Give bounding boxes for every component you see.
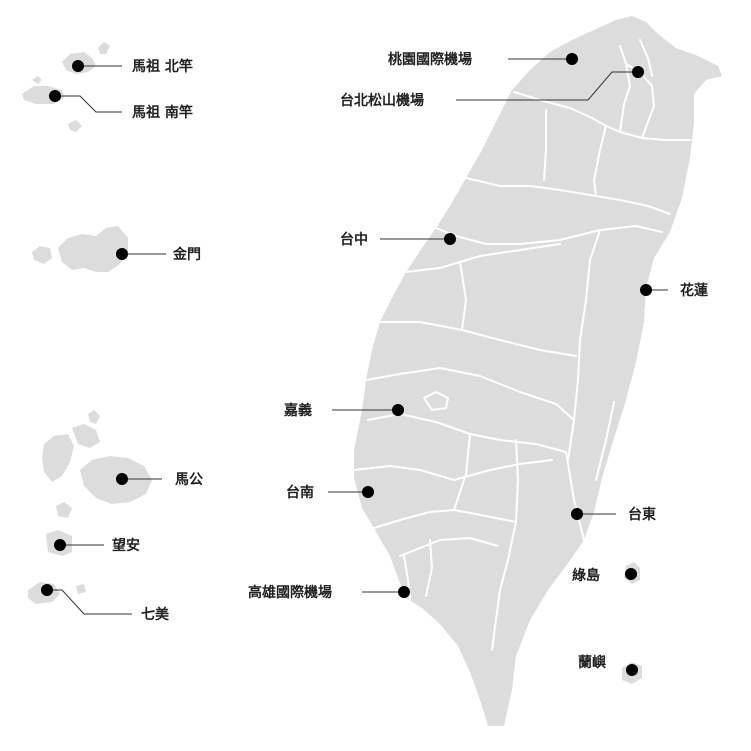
label-wangan: 望安	[112, 537, 140, 554]
label-matsu-nangan: 馬祖 南竿	[132, 104, 193, 121]
marker-matsu-nangan[interactable]	[49, 90, 61, 102]
penghu-south-islet	[56, 502, 72, 518]
taiwan-main-island	[354, 16, 722, 726]
qimei-islet	[76, 584, 86, 594]
marker-tainan[interactable]	[362, 486, 374, 498]
marker-taipei-songshan[interactable]	[632, 66, 644, 78]
label-green-island: 綠島	[572, 567, 600, 584]
county-borders	[353, 39, 691, 651]
penghu-main-island	[80, 456, 152, 504]
marker-chiayi[interactable]	[392, 404, 404, 416]
matsu-islet-2	[32, 76, 42, 84]
marker-magong[interactable]	[116, 473, 128, 485]
leader-qimei	[47, 589, 132, 615]
label-matsu-beigan: 馬祖 北竿	[132, 58, 193, 75]
label-magong: 馬公	[175, 472, 203, 488]
label-kaohsiung-airport: 高雄國際機場	[248, 584, 332, 601]
marker-wangan[interactable]	[54, 539, 66, 551]
leader-lines	[47, 58, 668, 615]
label-qimei: 七美	[141, 606, 170, 623]
leader-matsu-nangan	[55, 95, 122, 113]
penghu-northeast-islet	[72, 424, 100, 448]
label-taichung: 台中	[340, 231, 368, 248]
marker-kaohsiung-airport[interactable]	[398, 586, 410, 598]
marker-qimei[interactable]	[41, 584, 53, 596]
kinmen-island	[58, 226, 128, 272]
marker-green-island[interactable]	[625, 568, 637, 580]
matsu-islet-3	[68, 120, 82, 132]
penghu-north-islet	[88, 410, 100, 424]
penghu-west-island	[42, 434, 74, 482]
label-orchid-island: 蘭嶼	[578, 654, 606, 671]
marker-taoyuan-airport[interactable]	[566, 53, 578, 65]
location-markers	[41, 53, 652, 676]
label-chiayi: 嘉義	[283, 402, 312, 419]
land-masses	[22, 16, 722, 726]
marker-taichung[interactable]	[444, 233, 456, 245]
label-taitung: 台東	[628, 506, 656, 523]
location-labels: 馬祖 北竿 馬祖 南竿 金門 馬公 望安 七美 桃園國際機場 台北松山機場 台中…	[112, 51, 708, 671]
marker-orchid-island[interactable]	[626, 664, 638, 676]
leader-songshan	[456, 71, 638, 101]
label-tainan: 台南	[286, 484, 314, 501]
matsu-islet-1	[98, 42, 110, 54]
label-taipei-songshan: 台北松山機場	[340, 92, 424, 109]
marker-taitung[interactable]	[571, 508, 583, 520]
marker-matsu-beigan[interactable]	[72, 60, 84, 72]
label-hualien: 花蓮	[680, 282, 708, 299]
marker-hualien[interactable]	[640, 284, 652, 296]
marker-kinmen[interactable]	[116, 248, 128, 260]
little-kinmen-island	[32, 246, 52, 264]
label-taoyuan-airport: 桃園國際機場	[388, 51, 472, 68]
label-kinmen: 金門	[172, 246, 201, 263]
